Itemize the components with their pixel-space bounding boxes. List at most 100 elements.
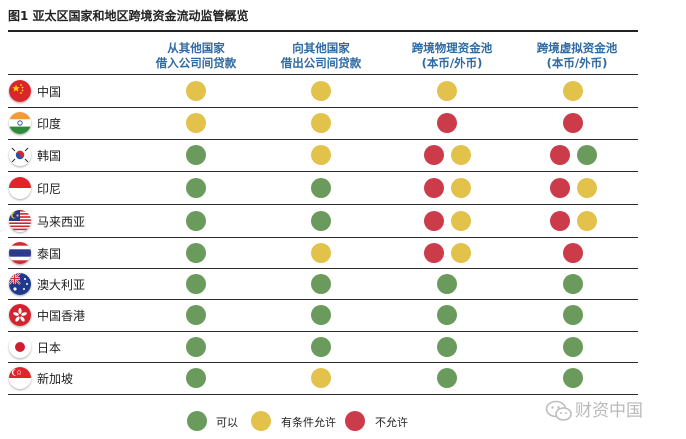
status-dot-green	[311, 177, 331, 198]
status-dot-red	[549, 210, 570, 231]
china-flag-icon	[9, 79, 31, 102]
status-dot-green	[311, 305, 331, 325]
status-dot-green	[563, 305, 583, 325]
status-dot-yellow	[450, 145, 471, 165]
status-dot-yellow	[186, 113, 206, 133]
row-divider	[8, 299, 638, 300]
country-name: 日本	[37, 340, 62, 355]
column-header-virtual-pool: 跨境虚拟资金池 (本币/外币)	[507, 41, 647, 71]
status-dot-green	[186, 177, 206, 198]
status-dot-red	[423, 177, 444, 198]
status-dot-green	[186, 242, 206, 263]
column-header-line2: 借入公司间贷款	[155, 56, 237, 70]
status-dot-red	[423, 210, 444, 231]
legend-label-conditional: 有条件允许	[281, 416, 336, 429]
status-dot-green	[311, 336, 331, 357]
status-dot-yellow	[450, 177, 471, 198]
country-name: 印度	[37, 117, 62, 131]
country-name: 中国香港	[37, 309, 86, 323]
status-dot-green	[186, 368, 206, 388]
column-header-lend: 向其他国家 借出公司间贷款	[251, 41, 391, 71]
row-divider	[8, 171, 638, 172]
status-dot-green	[186, 273, 206, 294]
row-divider	[8, 362, 638, 363]
top-rule	[8, 30, 638, 32]
thailand-flag-icon	[9, 241, 31, 264]
column-header-line1: 从其他国家	[167, 41, 225, 55]
australia-flag-icon	[9, 272, 31, 295]
status-dot-red	[563, 242, 583, 263]
row-divider	[8, 237, 638, 238]
status-dot-green	[186, 305, 206, 325]
india-flag-icon	[9, 112, 31, 134]
status-dot-yellow	[311, 113, 331, 133]
legend-dot-allowed	[187, 411, 207, 431]
status-dot-red	[423, 145, 444, 165]
column-header-physical-pool: 跨境物理资金池 (本币/外币)	[382, 41, 522, 71]
column-header-borrow: 从其他国家 借入公司间贷款	[126, 41, 266, 71]
status-dot-yellow	[311, 145, 331, 165]
status-dot-red	[549, 177, 570, 198]
country-name: 新加坡	[37, 372, 74, 386]
status-dot-yellow	[186, 80, 206, 101]
status-dot-green	[563, 273, 583, 294]
status-dot-green	[437, 336, 457, 357]
wechat-icon	[545, 400, 572, 421]
status-dot-green	[437, 273, 457, 294]
status-dot-green	[186, 145, 206, 165]
row-divider	[8, 204, 638, 205]
indonesia-flag-icon	[9, 176, 31, 199]
country-name: 泰国	[37, 246, 62, 261]
country-name: 马来西亚	[37, 214, 86, 229]
status-dot-red	[423, 242, 444, 263]
malaysia-flag-icon	[9, 209, 31, 232]
legend-dot-conditional	[251, 411, 271, 431]
status-dot-green	[186, 210, 206, 231]
japan-flag-icon	[9, 335, 31, 358]
status-dot-red	[563, 113, 583, 133]
column-header-line1: 跨境物理资金池	[411, 41, 493, 55]
status-dot-green	[311, 210, 331, 231]
status-dot-yellow	[576, 177, 597, 198]
status-dot-green	[563, 368, 583, 388]
column-header-line2: (本币/外币)	[421, 56, 483, 70]
status-dot-yellow	[311, 368, 331, 388]
status-dot-green	[576, 145, 597, 165]
status-dot-red	[549, 145, 570, 165]
row-divider	[8, 139, 638, 140]
row-divider	[8, 394, 638, 395]
figure-title: 图1 亚太区国家和地区跨境资金流动监管概览	[8, 9, 249, 23]
korea-flag-icon	[9, 144, 31, 166]
row-divider	[8, 107, 638, 108]
country-name: 澳大利亚	[37, 277, 86, 292]
legend-label-allowed: 可以	[216, 416, 238, 429]
country-name: 印尼	[37, 181, 62, 196]
status-dot-green	[311, 273, 331, 294]
column-header-line2: (本币/外币)	[546, 56, 608, 70]
legend-dot-not-allowed	[345, 411, 365, 431]
row-divider	[8, 331, 638, 332]
country-name: 中国	[37, 84, 62, 99]
row-divider	[8, 268, 638, 269]
row-divider	[8, 74, 638, 75]
status-dot-green	[437, 368, 457, 388]
hongkong-flag-icon	[9, 304, 31, 326]
status-dot-yellow	[437, 80, 457, 101]
status-dot-yellow	[576, 210, 597, 231]
legend-label-not-allowed: 不允许	[375, 416, 408, 429]
status-dot-green	[437, 305, 457, 325]
status-dot-yellow	[450, 242, 471, 263]
status-dot-green	[563, 336, 583, 357]
watermark: 财资中国	[545, 396, 643, 422]
status-dot-yellow	[311, 242, 331, 263]
watermark-text: 财资中国	[575, 401, 643, 421]
status-dot-green	[186, 336, 206, 357]
column-header-line2: 借出公司间贷款	[280, 56, 362, 70]
column-header-line1: 跨境虚拟资金池	[536, 41, 618, 55]
status-dot-red	[437, 113, 457, 133]
column-header-line1: 向其他国家	[292, 41, 350, 55]
status-dot-yellow	[311, 80, 331, 101]
country-name: 韩国	[37, 149, 62, 163]
status-dot-yellow	[563, 80, 583, 101]
singapore-flag-icon	[9, 367, 31, 389]
